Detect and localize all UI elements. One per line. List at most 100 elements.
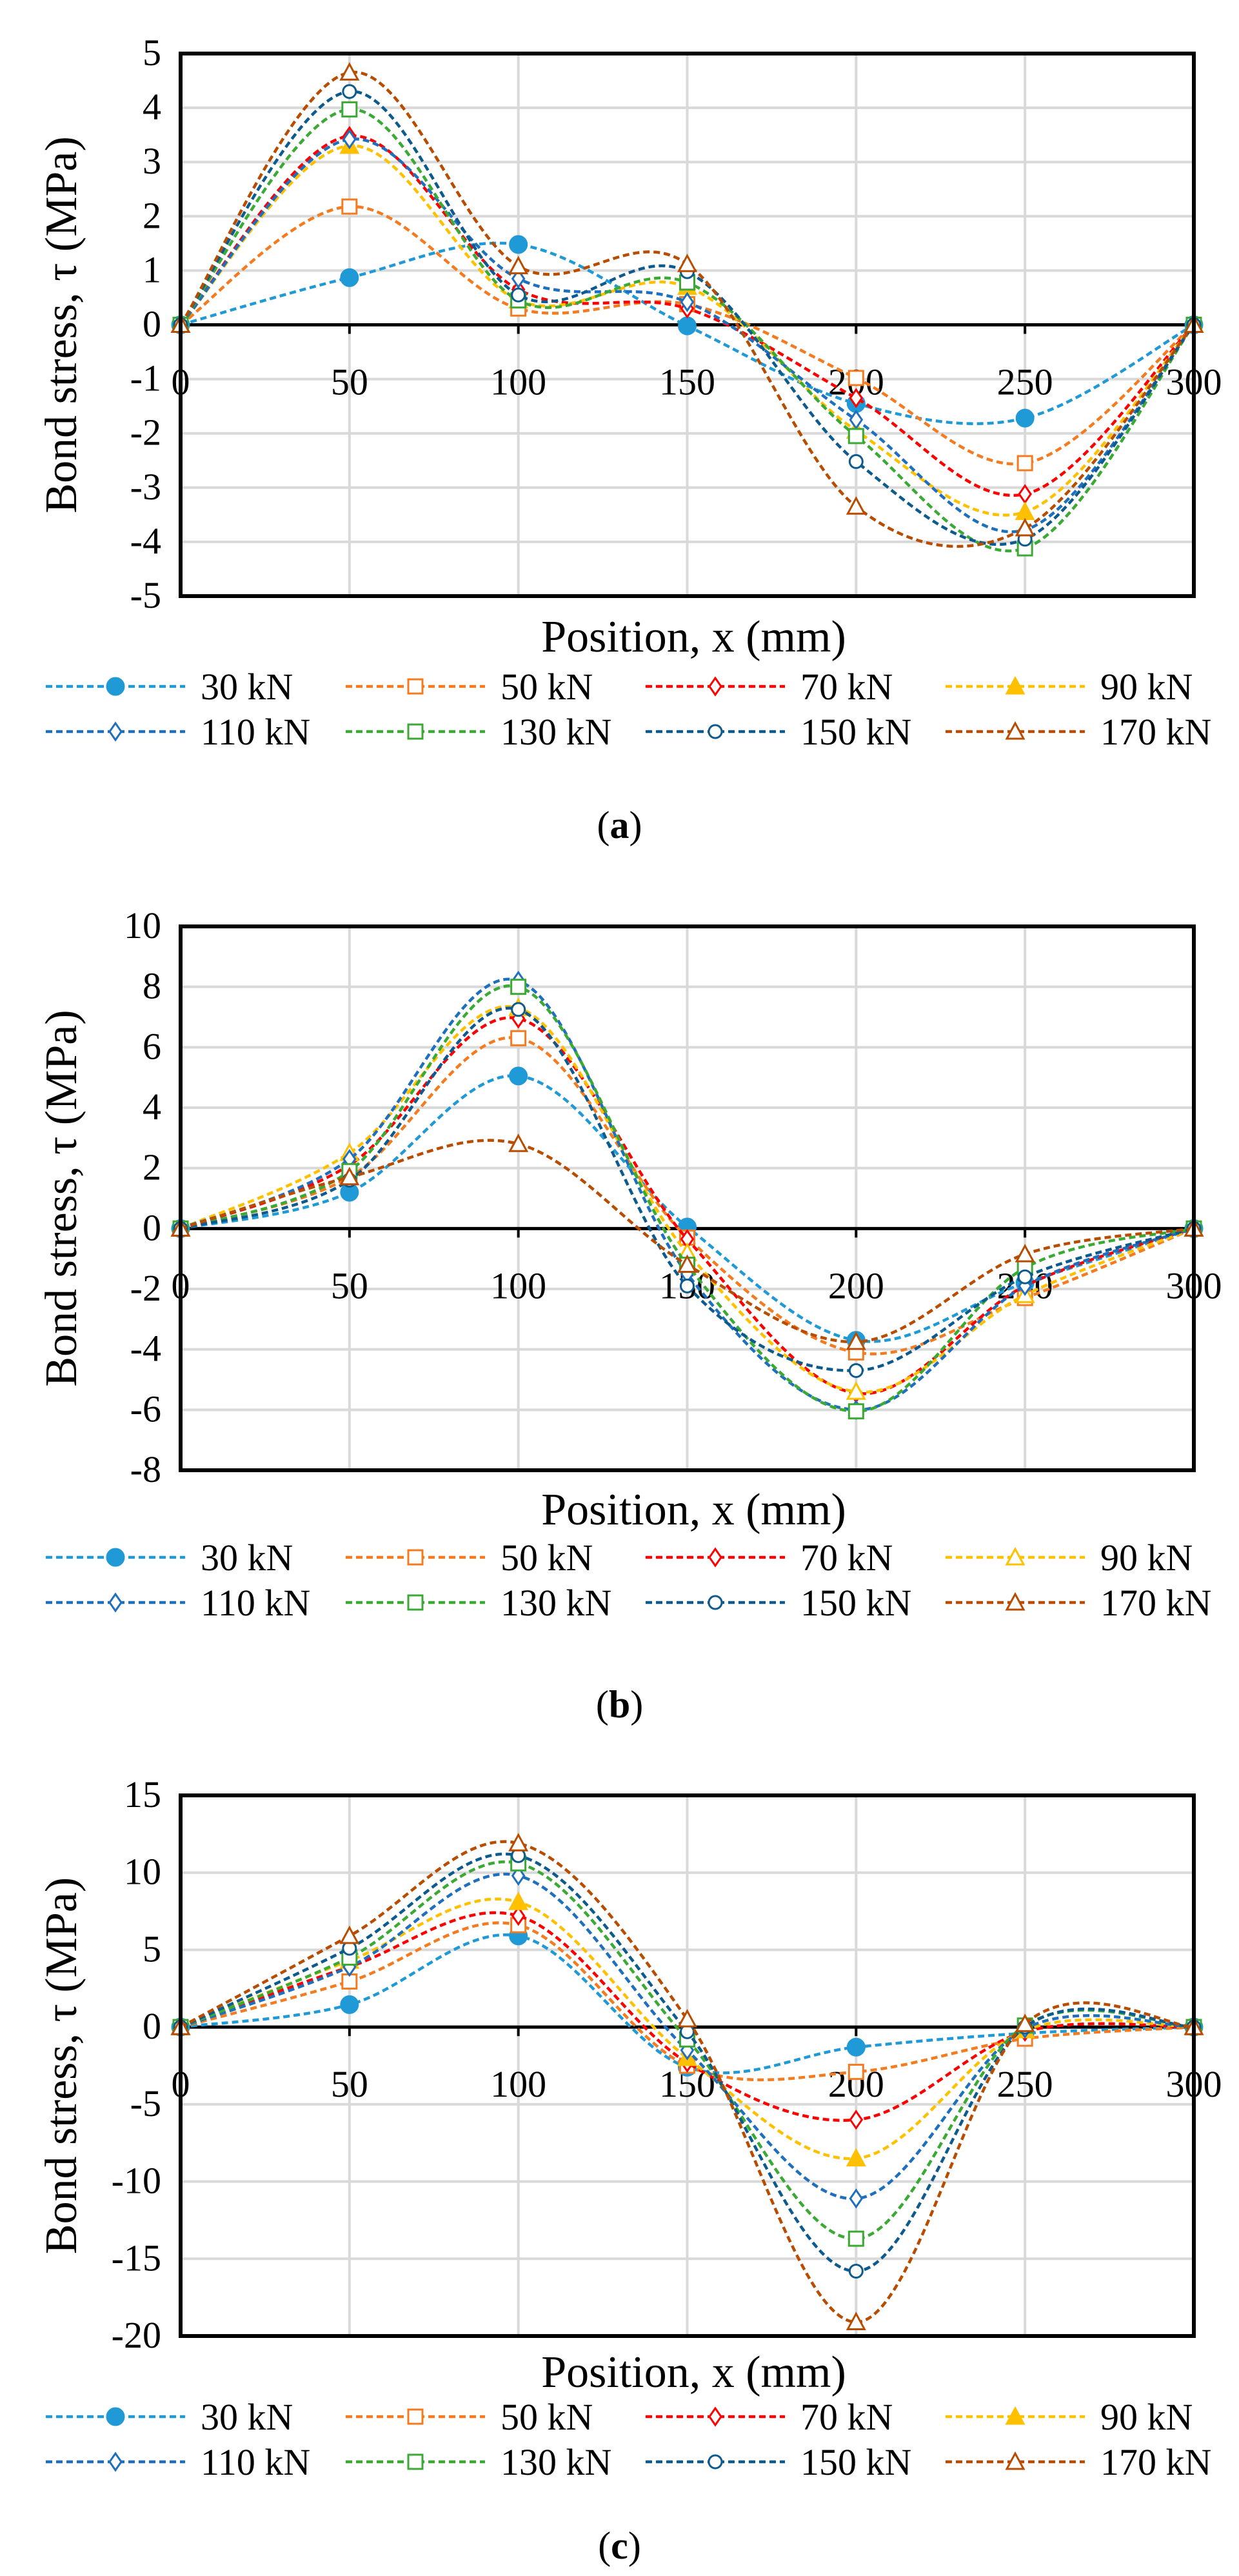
legend-label: 110 kN [201, 2441, 310, 2483]
y-tick-label: 0 [143, 1206, 161, 1248]
data-point [1015, 408, 1035, 428]
data-point [509, 235, 528, 254]
y-tick-label: 5 [143, 1928, 161, 1970]
legend-label: 70 kN [800, 2396, 893, 2438]
y-tick-label: -5 [130, 2082, 161, 2124]
series-line [180, 1004, 1194, 1394]
chart-b: 050100150200250300-8-6-4-20246810Positio… [37, 904, 1222, 1624]
data-point [509, 1066, 528, 1086]
data-point [847, 1403, 864, 1420]
legend-item: 170 kN [946, 711, 1211, 753]
y-tick-label: 4 [143, 1086, 161, 1128]
legend-item: 50 kN [346, 666, 593, 708]
y-tick-label: -15 [112, 2237, 161, 2279]
x-tick-label: 50 [331, 1264, 368, 1306]
data-point [849, 388, 864, 408]
panel-label-b: (b) [595, 1683, 644, 1726]
y-tick-label: 10 [124, 1851, 161, 1893]
x-axis-title: Position, x (mm) [541, 1485, 846, 1535]
data-point [508, 1833, 529, 1852]
legend-item: 150 kN [646, 1582, 911, 1624]
data-point [846, 496, 866, 515]
legend-label: 130 kN [501, 1582, 611, 1624]
legend-marker-icon [1005, 2451, 1026, 2470]
legend-item: 90 kN [946, 1537, 1193, 1579]
y-tick-label: -20 [112, 2314, 161, 2356]
data-point [340, 268, 359, 287]
data-point [511, 268, 526, 289]
series-line [180, 977, 1194, 1412]
legend-marker-icon [407, 2408, 424, 2425]
y-axis-title: Bond stress, τ (MPa) [37, 1877, 86, 2254]
legend-label: 170 kN [1100, 711, 1211, 753]
data-point [677, 254, 698, 272]
x-tick-label: 100 [490, 1264, 546, 1306]
plot-area-border [179, 1793, 1196, 2338]
legend: 30 kN 50 kN 70 kN 90 kN 110 kN 130 kN 150 kN 17… [46, 2396, 1211, 2483]
legend-marker-icon [407, 678, 424, 695]
legend-marker-icon [1005, 721, 1026, 740]
y-tick-label: 3 [143, 140, 161, 182]
x-tick-label: 100 [490, 361, 546, 403]
x-tick-label: 50 [331, 2063, 368, 2105]
y-tick-label: -1 [130, 357, 161, 399]
data-point [846, 2037, 866, 2057]
data-point [511, 1865, 526, 1886]
data-point [847, 2064, 864, 2081]
y-tick-label: -6 [130, 1388, 161, 1430]
data-point [847, 428, 864, 444]
data-point [510, 979, 527, 995]
legend-label: 130 kN [501, 2441, 611, 2483]
data-point [846, 1381, 866, 1400]
data-point [1015, 2013, 1035, 2032]
legend-marker-icon [407, 1549, 424, 1566]
legend-label: 50 kN [501, 1537, 593, 1579]
legend-item: 70 kN [646, 1537, 893, 1579]
data-point [508, 1892, 529, 1910]
legend-label: 30 kN [201, 666, 293, 708]
y-tick-label: -2 [130, 412, 161, 454]
y-tick-label: -10 [112, 2160, 161, 2202]
data-point [849, 410, 864, 430]
y-axis-title: Bond stress, τ (MPa) [37, 136, 86, 513]
x-tick-label: 50 [331, 361, 368, 403]
data-point [848, 454, 864, 469]
legend-item: 50 kN [346, 1537, 593, 1579]
legend-marker-icon [108, 2451, 123, 2472]
x-tick-label: 100 [490, 2063, 546, 2105]
legend-item: 110 kN [46, 1582, 310, 1624]
data-point [1016, 455, 1033, 472]
data-point [847, 2230, 864, 2247]
data-point [508, 255, 529, 275]
data-point [511, 1002, 526, 1017]
data-point [678, 316, 697, 335]
legend-item: 50 kN [346, 2396, 593, 2438]
legend-item: 90 kN [946, 2396, 1193, 2438]
legend-marker-icon [708, 1547, 722, 1568]
legend-item: 30 kN [46, 666, 293, 708]
x-tick-label: 200 [828, 1264, 884, 1306]
y-tick-label: -2 [130, 1267, 161, 1309]
legend-marker-icon [1005, 675, 1026, 695]
data-point [1015, 501, 1035, 521]
legend-item: 90 kN [946, 666, 1193, 708]
legend-label: 130 kN [501, 711, 611, 753]
data-point [341, 101, 358, 118]
legend-item: 30 kN [46, 1537, 293, 1579]
y-tick-label: 15 [124, 1773, 161, 1815]
panel-label-c: (c) [598, 2524, 641, 2567]
y-tick-label: 6 [143, 1025, 161, 1067]
x-axis-title: Position, x (mm) [541, 612, 846, 662]
data-point [1015, 517, 1035, 537]
y-tick-label: 8 [143, 965, 161, 1007]
data-point [848, 2263, 864, 2279]
legend-item: 170 kN [946, 1582, 1211, 1624]
data-point [339, 1166, 360, 1186]
legend-label: 170 kN [1100, 2441, 1211, 2483]
data-point [1015, 1243, 1035, 1263]
y-tick-label: 0 [143, 2005, 161, 2047]
legend-marker-icon [106, 1548, 125, 1567]
legend-item: 70 kN [646, 2396, 893, 2438]
legend-marker-icon [708, 2406, 722, 2427]
chart-a: 050100150200250300-5-4-3-2-1012345Positi… [37, 32, 1222, 753]
